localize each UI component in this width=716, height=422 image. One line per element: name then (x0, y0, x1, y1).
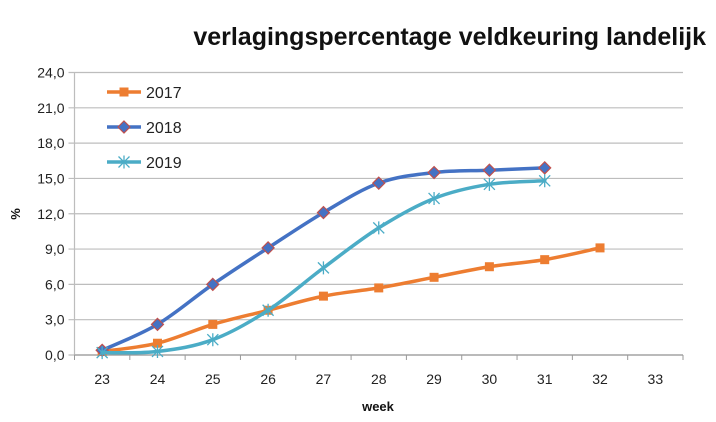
marker-square (119, 87, 129, 97)
y-axis-ticks: 0,0 3,0 6,0 9,0 12,0 15,0 18,0 21,0 24,0 (37, 65, 64, 364)
marker-square (595, 243, 605, 253)
x-tick-label: 32 (592, 371, 608, 387)
legend-item-2017: 2017 (107, 85, 182, 102)
marker-square (429, 272, 439, 282)
marker-diamond (117, 120, 131, 134)
marker-diamond (371, 176, 386, 190)
marker-diamond (482, 163, 497, 178)
marker-star (151, 344, 164, 358)
marker-square (540, 255, 550, 265)
marker-star (428, 191, 441, 205)
marker-diamond (150, 317, 165, 332)
x-tick-label: 26 (260, 371, 276, 387)
marker-diamond (316, 205, 331, 220)
marker-star (118, 155, 130, 169)
x-tick-label: 25 (205, 371, 221, 387)
y-tick-label: 9,0 (45, 241, 65, 257)
series-group (95, 160, 605, 360)
marker-square (484, 262, 494, 272)
y-tick-label: 21,0 (37, 100, 64, 116)
marker-square (318, 291, 328, 301)
marker-diamond (537, 160, 552, 175)
series-line-2018 (100, 166, 547, 353)
x-tick-label: 28 (371, 371, 387, 387)
x-tick-label: 23 (94, 371, 110, 387)
legend-label: 2018 (146, 120, 182, 137)
marker-square (152, 338, 162, 348)
x-axis-title: week (361, 399, 395, 414)
legend-item-2018: 2018 (107, 120, 182, 137)
x-tick-label: 30 (482, 371, 498, 387)
marker-star (206, 333, 219, 347)
marker-star (317, 261, 330, 275)
y-tick-label: 24,0 (37, 65, 64, 81)
y-tick-label: 12,0 (37, 206, 64, 222)
gridlines (68, 71, 683, 356)
x-axis (73, 72, 684, 360)
marker-diamond (261, 241, 275, 255)
series-line-2017 (100, 246, 602, 354)
series-2019 (96, 174, 551, 360)
marker-star (483, 177, 496, 191)
x-tick-label: 27 (316, 371, 332, 387)
x-tick-label: 24 (150, 371, 166, 387)
marker-star (372, 221, 385, 235)
y-tick-label: 3,0 (45, 312, 65, 328)
chart-title: verlagingspercentage veldkeuring landeli… (193, 23, 706, 51)
y-axis-title: % (8, 208, 23, 220)
x-axis-ticks: 23 24 25 26 27 28 29 30 31 32 33 (94, 371, 663, 387)
marker-star (96, 346, 109, 360)
marker-diamond (205, 277, 220, 292)
legend-item-2019: 2019 (107, 155, 182, 172)
marker-diamond (427, 165, 441, 180)
y-tick-label: 6,0 (45, 276, 65, 292)
legend-label: 2019 (146, 155, 182, 172)
series-2017 (97, 243, 605, 356)
marker-square (208, 319, 218, 329)
x-tick-label: 33 (648, 371, 664, 387)
y-tick-label: 18,0 (37, 135, 64, 151)
series-2018 (95, 160, 552, 358)
x-tick-label: 29 (426, 371, 442, 387)
x-tick-label: 31 (537, 371, 553, 387)
marker-square (374, 283, 384, 293)
y-tick-label: 0,0 (45, 347, 65, 363)
legend-label: 2017 (146, 85, 182, 102)
legend: 2017 2018 2019 (107, 85, 182, 172)
marker-star (262, 303, 275, 317)
marker-star (538, 174, 551, 188)
y-tick-label: 15,0 (37, 170, 64, 186)
